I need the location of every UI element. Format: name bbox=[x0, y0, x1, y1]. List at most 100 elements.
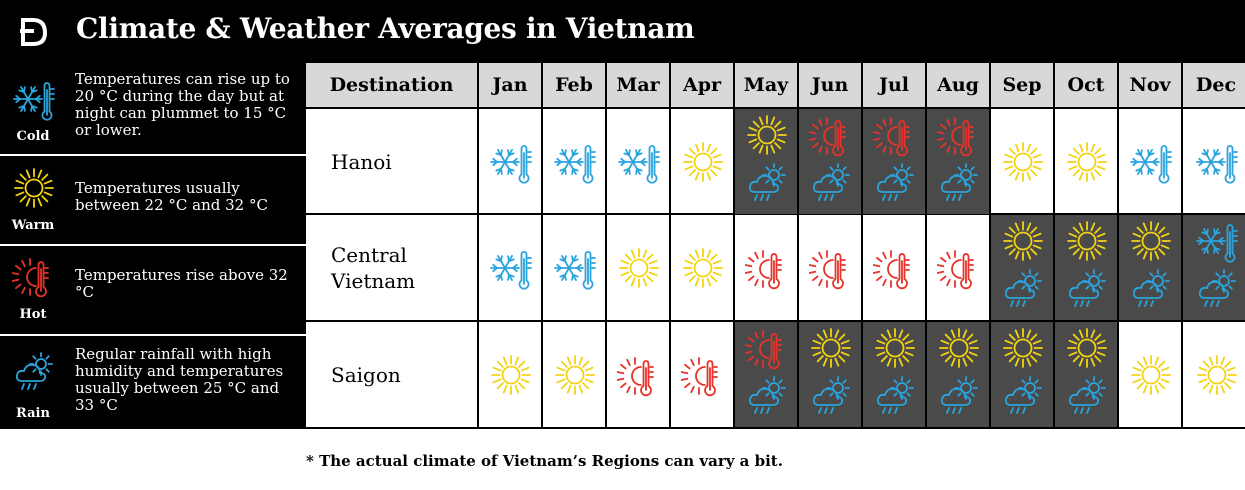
rain-cloud-icon bbox=[876, 376, 914, 414]
legend-label: Hot bbox=[19, 307, 47, 322]
month-header-mar: Mar bbox=[605, 63, 669, 107]
climate-cell-nov bbox=[1117, 322, 1181, 427]
climate-cell-nov bbox=[1117, 109, 1181, 214]
legend-description: Temperatures rise above 32 °C bbox=[75, 266, 288, 301]
sun-icon bbox=[1197, 355, 1237, 395]
climate-cell-apr bbox=[669, 215, 733, 320]
rain-cloud-icon bbox=[1004, 376, 1042, 414]
climate-cell-jun bbox=[797, 215, 861, 320]
sun-thermometer-icon bbox=[873, 250, 910, 290]
climate-cell-jul bbox=[861, 215, 925, 320]
climate-cell-may bbox=[733, 109, 797, 214]
sun-icon bbox=[14, 168, 54, 208]
climate-cell-mar bbox=[605, 109, 669, 214]
sun-icon bbox=[1003, 142, 1043, 182]
sun-thermometer-icon bbox=[809, 250, 846, 290]
rain-cloud-icon bbox=[940, 163, 978, 201]
month-header-oct: Oct bbox=[1053, 63, 1117, 107]
month-header-dec: Dec bbox=[1181, 63, 1245, 107]
sun-icon bbox=[619, 248, 659, 288]
snowflake-thermometer-icon bbox=[490, 145, 532, 184]
legend-label: Cold bbox=[16, 129, 50, 144]
title-bar: Climate & Weather Averages in Vietnam bbox=[0, 0, 1245, 63]
legend-item-hot: Hot Temperatures rise above 32 °C bbox=[0, 246, 306, 334]
month-header-may: May bbox=[733, 63, 797, 107]
climate-cell-jul bbox=[861, 109, 925, 214]
legend-divider bbox=[0, 244, 306, 246]
climate-cell-aug bbox=[925, 322, 989, 427]
climate-cell-feb bbox=[541, 322, 605, 427]
footnote: * The actual climate of Vietnam’s Region… bbox=[306, 452, 783, 470]
row-divider bbox=[306, 107, 1245, 109]
climate-cell-dec bbox=[1181, 215, 1245, 320]
climate-cell-may bbox=[733, 322, 797, 427]
sun-thermometer-icon bbox=[681, 357, 718, 397]
sun-icon bbox=[1067, 221, 1107, 261]
climate-cell-dec bbox=[1181, 322, 1245, 427]
legend-panel: Cold Temperatures can rise up to 20 °C du… bbox=[0, 63, 306, 429]
snowflake-thermometer-icon bbox=[1130, 145, 1172, 184]
climate-cell-dec bbox=[1181, 109, 1245, 214]
rain-cloud-icon bbox=[940, 376, 978, 414]
sun-thermometer-icon bbox=[617, 357, 654, 397]
climate-cell-feb bbox=[541, 215, 605, 320]
rain-cloud-icon bbox=[748, 376, 786, 414]
climate-cell-jan bbox=[477, 109, 541, 214]
snowflake-thermometer-icon bbox=[1196, 145, 1238, 184]
climate-cell-may bbox=[733, 215, 797, 320]
sun-icon bbox=[683, 142, 723, 182]
page-title: Climate & Weather Averages in Vietnam bbox=[76, 12, 695, 45]
destination-name: Saigon bbox=[331, 362, 401, 387]
sun-icon bbox=[683, 248, 723, 288]
sun-thermometer-icon bbox=[937, 250, 974, 290]
climate-cell-feb bbox=[541, 109, 605, 214]
climate-cell-oct bbox=[1053, 322, 1117, 427]
month-header-aug: Aug bbox=[925, 63, 989, 107]
legend-item-warm: Warm Temperatures usually between 22 °C a… bbox=[0, 156, 306, 244]
climate-cell-jun bbox=[797, 109, 861, 214]
row-divider bbox=[306, 427, 1245, 429]
climate-cell-mar bbox=[605, 215, 669, 320]
sun-icon bbox=[1067, 328, 1107, 368]
legend-description: Temperatures usually between 22 °C and 3… bbox=[75, 179, 268, 214]
rain-cloud-icon bbox=[812, 163, 850, 201]
sun-thermometer-icon bbox=[809, 117, 846, 157]
sun-icon bbox=[875, 328, 915, 368]
climate-table: Destination Jan Feb Mar Apr May Jun Jul Aug Sep Oc… bbox=[306, 63, 1245, 429]
snowflake-thermometer-icon bbox=[554, 251, 596, 290]
climate-cell-nov bbox=[1117, 215, 1181, 320]
climate-cell-jul bbox=[861, 322, 925, 427]
climate-cell-oct bbox=[1053, 109, 1117, 214]
sun-thermometer-icon bbox=[937, 117, 974, 157]
climate-cell-aug bbox=[925, 215, 989, 320]
climate-cell-sep bbox=[989, 322, 1053, 427]
climate-cell-sep bbox=[989, 109, 1053, 214]
sun-thermometer-icon bbox=[873, 117, 910, 157]
climate-cell-oct bbox=[1053, 215, 1117, 320]
rain-cloud-icon bbox=[748, 163, 786, 201]
climate-cell-jan bbox=[477, 322, 541, 427]
month-header-nov: Nov bbox=[1117, 63, 1181, 107]
snowflake-thermometer-icon bbox=[13, 82, 55, 121]
climate-cell-aug bbox=[925, 109, 989, 214]
rain-cloud-icon bbox=[876, 163, 914, 201]
sun-icon bbox=[1067, 142, 1107, 182]
climate-cell-apr bbox=[669, 322, 733, 427]
rain-cloud-icon bbox=[812, 376, 850, 414]
logo-icon bbox=[20, 18, 48, 46]
legend-item-cold: Cold Temperatures can rise up to 20 °C du… bbox=[0, 63, 306, 154]
sun-icon bbox=[1131, 355, 1171, 395]
sun-thermometer-icon bbox=[12, 258, 49, 298]
sun-icon bbox=[811, 328, 851, 368]
sun-icon bbox=[491, 355, 531, 395]
rain-cloud-icon bbox=[1068, 269, 1106, 307]
legend-item-rain: Rain Regular rainfall with high humidity … bbox=[0, 336, 306, 429]
snowflake-thermometer-icon bbox=[490, 251, 532, 290]
snowflake-thermometer-icon bbox=[618, 145, 660, 184]
rain-cloud-icon bbox=[1004, 269, 1042, 307]
climate-cell-jan bbox=[477, 215, 541, 320]
month-header-jan: Jan bbox=[477, 63, 541, 107]
month-header-apr: Apr bbox=[669, 63, 733, 107]
climate-cell-mar bbox=[605, 322, 669, 427]
sun-icon bbox=[747, 115, 787, 155]
